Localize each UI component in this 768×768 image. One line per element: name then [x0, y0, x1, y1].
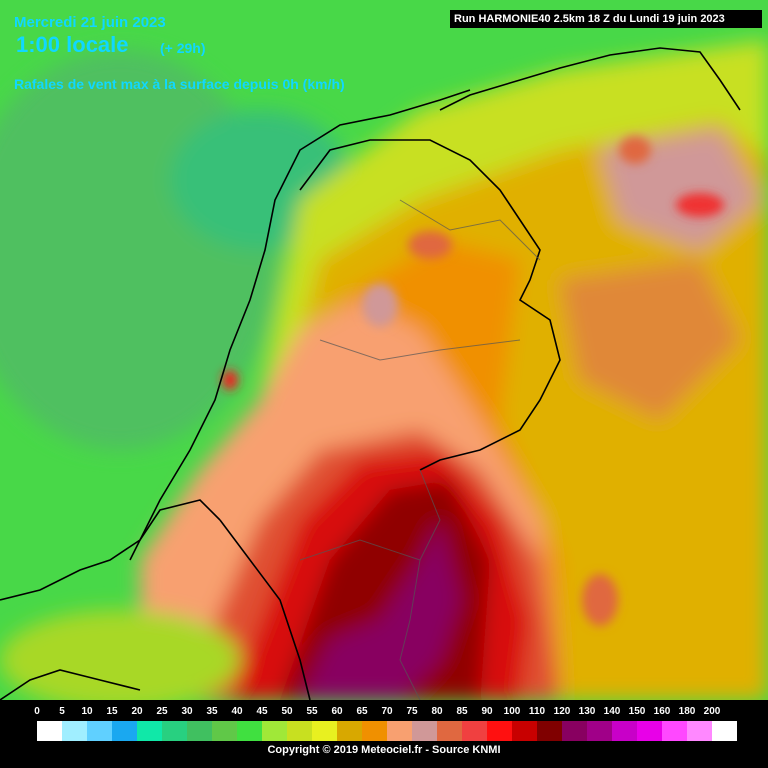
legend-label: 40 [231, 706, 243, 717]
legend-label: 65 [356, 706, 368, 717]
legend-label: 160 [653, 706, 671, 717]
lead-time: (+ 29h) [160, 40, 206, 56]
legend-swatch [137, 721, 162, 741]
legend-label: 180 [678, 706, 696, 717]
legend-label: 80 [431, 706, 443, 717]
legend-swatch [237, 721, 262, 741]
legend-swatch [362, 721, 387, 741]
legend-label: 35 [206, 706, 218, 717]
run-info: Run HARMONIE40 2.5km 18 Z du Lundi 19 ju… [450, 10, 762, 28]
legend-label: 60 [331, 706, 343, 717]
legend-label: 100 [503, 706, 521, 717]
legend-label: 130 [578, 706, 596, 717]
legend-label: 55 [306, 706, 318, 717]
legend-label: 90 [481, 706, 493, 717]
forecast-date: Mercredi 21 juin 2023 [14, 14, 166, 31]
legend-label: 110 [528, 706, 546, 717]
legend-swatch [637, 721, 662, 741]
legend-swatch [87, 721, 112, 741]
legend-swatch [387, 721, 412, 741]
legend-swatch [662, 721, 687, 741]
local-maxima [222, 136, 724, 626]
legend-label: 10 [81, 706, 93, 717]
legend-label: 50 [281, 706, 293, 717]
legend-label: 15 [106, 706, 118, 717]
legend-swatch [512, 721, 537, 741]
legend-label: 140 [603, 706, 621, 717]
forecast-hour: 1:00 locale [16, 32, 129, 57]
parameter: Rafales de vent max à la surface depuis … [14, 76, 345, 92]
legend-label: 0 [34, 706, 40, 717]
legend-swatch [487, 721, 512, 741]
legend-swatch [162, 721, 187, 741]
legend-swatch [537, 721, 562, 741]
legend-swatch [437, 721, 462, 741]
borders [299, 199, 541, 701]
legend-swatch [337, 721, 362, 741]
legend-swatch [712, 721, 737, 741]
legend-swatch [37, 721, 62, 741]
legend-label: 5 [59, 706, 65, 717]
legend-label: 85 [456, 706, 468, 717]
legend-bar [36, 720, 738, 742]
legend-swatch [112, 721, 137, 741]
copyright: Copyright © 2019 Meteociel.fr - Source K… [267, 744, 501, 756]
legend-label: 150 [628, 706, 646, 717]
legend-label: 75 [406, 706, 418, 717]
legend-label: 200 [703, 706, 721, 717]
legend-swatch [462, 721, 487, 741]
legend-swatch [562, 721, 587, 741]
legend-swatch [312, 721, 337, 741]
legend-swatch [587, 721, 612, 741]
legend-label: 70 [381, 706, 393, 717]
legend-swatch [287, 721, 312, 741]
legend-label: 20 [131, 706, 143, 717]
legend-label: 30 [181, 706, 193, 717]
legend-labels: 0 5 10 15 20 25 30 35 40 45 50 55 60 65 70 75 80 85 90 100 1… [0, 706, 768, 720]
legend-swatch [212, 721, 237, 741]
legend-label: 45 [256, 706, 268, 717]
legend-swatch [62, 721, 87, 741]
legend-label: 120 [553, 706, 571, 717]
legend-swatch [687, 721, 712, 741]
wind-field [0, 40, 768, 710]
legend-swatch [412, 721, 437, 741]
legend-swatch [612, 721, 637, 741]
legend-swatch [262, 721, 287, 741]
legend-label: 25 [156, 706, 168, 717]
legend-swatch [187, 721, 212, 741]
coastline [0, 47, 741, 701]
